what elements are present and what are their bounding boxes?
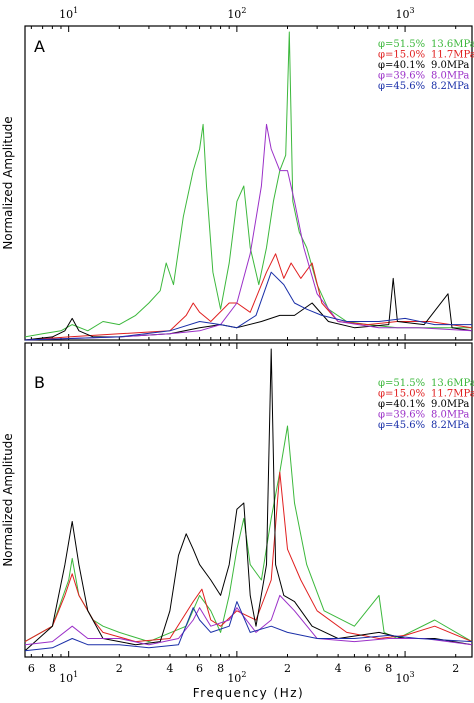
series-line-3 [24, 277, 473, 341]
series-line-1 [24, 31, 472, 338]
x-tick-label-top-exponent: 1 [73, 6, 78, 15]
x-tick-label: 2 [284, 662, 291, 675]
series-line-5 [24, 271, 472, 341]
legend-stress: 13.6MPa [431, 378, 474, 389]
x-tick-label: 6 [364, 662, 371, 675]
legend-entry-5: φ=45.6% [378, 81, 425, 92]
series-line-2 [24, 253, 473, 341]
x-tick-label-top-base: 10 [59, 8, 73, 21]
legend-entry-5: φ=45.6% [378, 420, 425, 431]
x-tick-label: 4 [166, 662, 173, 675]
x-tick-label: 6 [196, 662, 203, 675]
series-line-2 [24, 471, 473, 643]
plot-frame [24, 342, 473, 658]
legend-porosity: φ=51.5% [378, 39, 425, 50]
legend-stress: 13.6MPa [431, 39, 474, 50]
legend-entry-4: φ=39.6% [378, 71, 425, 82]
x-axis-title: Frequency (Hz) [193, 686, 305, 700]
legend-entry-2: φ=15.0% [378, 389, 425, 400]
series-line-4 [24, 594, 473, 646]
legend-stress: 8.0MPa [431, 410, 469, 421]
legend-entry-3: φ=40.1% [378, 399, 425, 410]
x-tick-label-top: 103 [396, 6, 415, 21]
legend-porosity: φ=45.6% [378, 81, 425, 92]
x-tick-label-top: 101 [59, 6, 78, 21]
legend-porosity: φ=45.6% [378, 420, 425, 431]
x-tick-label: 4 [335, 662, 342, 675]
series-line-4 [24, 123, 473, 341]
x-tick-label: 2 [452, 662, 459, 675]
x-tick-label: 8 [49, 662, 56, 675]
legend-entry-2: φ=15.0% [378, 50, 425, 61]
x-tick-label: 103 [396, 670, 415, 685]
legend-porosity: φ=40.1% [378, 60, 425, 71]
legend-entry-3: φ=40.1% [378, 60, 425, 71]
series-line-1 [24, 425, 473, 643]
legend-stress: 8.2MPa [431, 81, 469, 92]
legend-porosity: φ=39.6% [378, 71, 425, 82]
x-tick-label: 101 [59, 670, 78, 685]
legend-stress: 11.7MPa [431, 50, 474, 61]
x-tick-label-top: 102 [227, 6, 246, 21]
x-tick-label-top-exponent: 3 [410, 6, 415, 15]
y-axis-title: Normalized Amplitude [1, 116, 15, 249]
x-tick-label-base: 10 [59, 672, 73, 685]
x-tick-label: 2 [116, 662, 123, 675]
series-line-5 [24, 601, 473, 652]
legend: φ=51.5% 13.6MPa φ=15.0% 11.7MPa φ=40.1% 9.0MP… [378, 39, 474, 92]
x-tick-label-exponent: 1 [73, 670, 78, 679]
legend-stress: 9.0MPa [431, 399, 469, 410]
y-axis-title: Normalized Amplitude [1, 433, 15, 566]
plot-frame [24, 25, 473, 341]
panel-label: A [34, 37, 45, 56]
x-tick-label: 8 [385, 662, 392, 675]
legend-stress: 11.7MPa [431, 389, 474, 400]
legend-porosity: φ=51.5% [378, 378, 425, 389]
x-tick-label-base: 10 [396, 672, 410, 685]
x-tick-label: 102 [227, 670, 246, 685]
legend-porosity: φ=40.1% [378, 399, 425, 410]
panel-label: B [34, 373, 45, 392]
x-tick-label-exponent: 2 [241, 670, 246, 679]
x-tick-label-top-exponent: 2 [241, 6, 246, 15]
legend-stress: 8.0MPa [431, 71, 469, 82]
legend-porosity: φ=15.0% [378, 50, 425, 61]
legend-porosity: φ=15.0% [378, 389, 425, 400]
legend-stress: 9.0MPa [431, 60, 469, 71]
legend-entry-1: φ=51.5% [378, 378, 425, 389]
legend-entry-1: φ=51.5% [378, 39, 425, 50]
legend-stress: 8.2MPa [431, 420, 469, 431]
x-tick-label-base: 10 [227, 672, 241, 685]
x-tick-label-top-base: 10 [227, 8, 241, 21]
legend-entry-4: φ=39.6% [378, 410, 425, 421]
legend-porosity: φ=39.6% [378, 410, 425, 421]
x-tick-label-top-base: 10 [396, 8, 410, 21]
x-tick-label: 8 [217, 662, 224, 675]
series-line-3 [24, 348, 473, 652]
x-tick-label: 6 [28, 662, 35, 675]
x-tick-label-exponent: 3 [410, 670, 415, 679]
legend: φ=51.5% 13.6MPa φ=15.0% 11.7MPa φ=40.1% 9.0MP… [378, 378, 474, 431]
